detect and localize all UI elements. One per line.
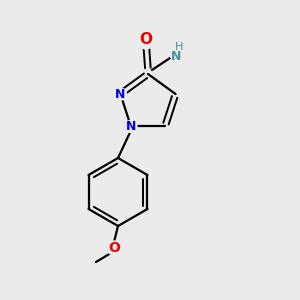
- Circle shape: [169, 43, 187, 61]
- Text: H: H: [175, 42, 183, 52]
- Circle shape: [107, 241, 121, 255]
- Circle shape: [125, 121, 137, 133]
- Text: O: O: [108, 241, 120, 255]
- Text: O: O: [140, 32, 152, 47]
- Text: N: N: [171, 50, 181, 62]
- Circle shape: [114, 88, 126, 100]
- Text: N: N: [115, 88, 126, 100]
- Circle shape: [139, 35, 153, 49]
- Text: N: N: [126, 120, 136, 133]
